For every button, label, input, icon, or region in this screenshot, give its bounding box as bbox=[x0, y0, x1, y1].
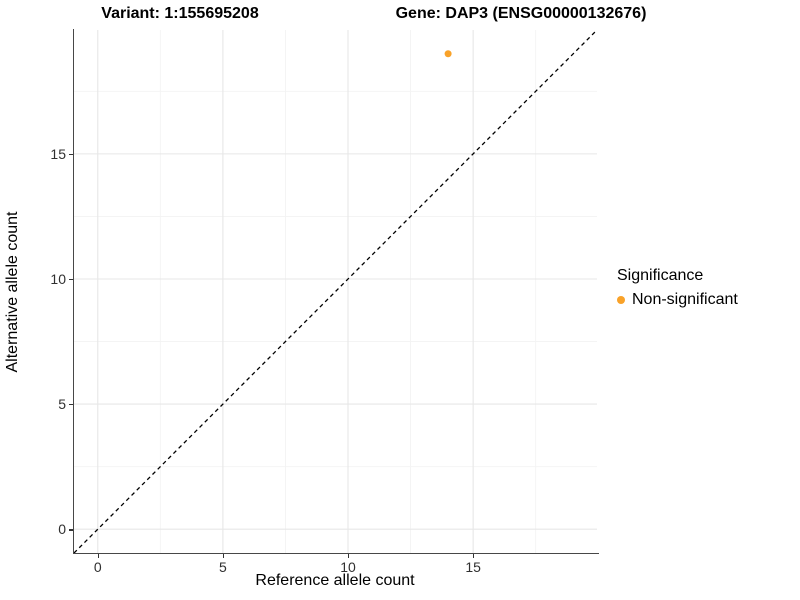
x-tick-label: 0 bbox=[93, 559, 102, 575]
data-point bbox=[444, 50, 452, 58]
y-tick-label: 15 bbox=[50, 145, 66, 162]
legend: Significance Non-significant bbox=[617, 267, 738, 309]
y-axis-title: Alternative allele count bbox=[4, 211, 21, 373]
y-tick-label: 10 bbox=[50, 270, 66, 287]
x-axis-line bbox=[74, 553, 599, 555]
y-tick-mark bbox=[69, 278, 73, 281]
x-tick-mark bbox=[348, 554, 350, 558]
y-axis-line bbox=[73, 29, 75, 554]
plot-panel bbox=[73, 29, 598, 554]
x-tick-mark bbox=[473, 554, 475, 558]
identity-reference-line bbox=[73, 29, 598, 554]
legend-entry-label: Non-significant bbox=[632, 291, 738, 308]
x-tick-label: 5 bbox=[218, 559, 227, 575]
legend-entry-non-significant: Non-significant bbox=[617, 291, 738, 309]
x-tick-label: 10 bbox=[340, 559, 356, 575]
scatter-plot-canvas bbox=[73, 29, 598, 554]
x-axis-title: Reference allele count bbox=[255, 572, 415, 589]
x-tick-mark bbox=[97, 554, 100, 558]
plot-title-variant: Variant: 1:155695208 bbox=[101, 5, 259, 22]
x-tick-label: 15 bbox=[465, 559, 481, 575]
legend-marker-circle-icon bbox=[617, 296, 625, 304]
y-tick-label: 5 bbox=[58, 396, 66, 413]
plot-title-gene: Gene: DAP3 (ENSG00000132676) bbox=[395, 5, 647, 22]
legend-title: Significance bbox=[617, 267, 704, 284]
y-tick-label: 0 bbox=[58, 521, 66, 538]
x-tick-mark bbox=[222, 554, 225, 558]
y-tick-mark bbox=[69, 404, 73, 406]
y-tick-mark bbox=[69, 153, 73, 156]
y-tick-mark bbox=[69, 529, 73, 531]
